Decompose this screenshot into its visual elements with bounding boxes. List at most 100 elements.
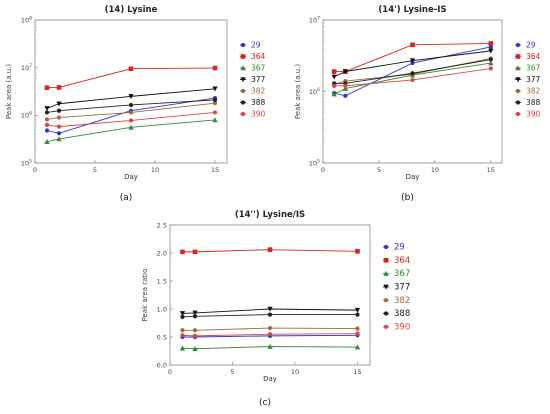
legend-item: 382 — [240, 87, 266, 96]
data-point — [267, 332, 273, 337]
series-29 — [332, 44, 493, 98]
data-point — [410, 77, 415, 83]
legend-marker — [515, 54, 521, 59]
legend-label: 388 — [394, 309, 410, 319]
series-377 — [331, 48, 494, 80]
data-point — [355, 249, 360, 254]
series-line — [182, 249, 358, 253]
data-point — [179, 345, 186, 351]
series-line — [182, 308, 358, 314]
series-377 — [179, 306, 361, 317]
x-axis-label: Day — [263, 375, 277, 383]
data-point — [128, 110, 134, 115]
series-line — [46, 119, 216, 143]
legend-label: 390 — [394, 322, 410, 332]
legend-item: 377 — [240, 75, 266, 84]
data-point — [267, 343, 273, 349]
legend-label: 382 — [526, 87, 541, 96]
x-tick-label: 10 — [431, 166, 439, 174]
data-point — [56, 136, 62, 142]
data-point — [212, 101, 218, 106]
series-line — [334, 68, 491, 87]
data-point — [267, 312, 273, 317]
data-point — [44, 117, 50, 122]
legend-item: 388 — [240, 98, 266, 107]
legend-item: 29 — [515, 41, 536, 50]
legend-item: 388 — [515, 98, 541, 107]
y-tick-base: 10 — [21, 16, 29, 24]
legend-marker — [240, 88, 246, 94]
series-line — [46, 97, 216, 134]
chart-3: (14'') Lysine/IS 0 5 10 15 0.0 0.5 1.0 1.5 2.0 2.5… — [141, 210, 410, 408]
y-tick-base: 10 — [21, 64, 29, 72]
legend-item: 377 — [383, 283, 410, 293]
plot-frame — [34, 19, 228, 164]
legend-marker — [383, 258, 389, 263]
legend-marker — [515, 77, 521, 83]
legend-label: 382 — [251, 87, 266, 96]
legend-label: 367 — [251, 64, 266, 73]
data-point — [56, 115, 62, 120]
panel-caption: (b) — [401, 193, 414, 203]
y-tick-exponent: 6 — [29, 111, 32, 117]
y-tick-label: 106 — [309, 87, 320, 96]
legend-label: 377 — [526, 75, 541, 84]
x-tick-label: 15 — [211, 166, 219, 174]
data-point — [56, 131, 62, 136]
data-point — [128, 94, 134, 100]
data-point — [192, 310, 198, 316]
data-point — [267, 325, 273, 331]
data-point — [354, 344, 361, 350]
series-line — [182, 333, 358, 337]
legend-label: 29 — [394, 243, 405, 253]
legend-item: 367 — [515, 64, 541, 73]
data-point — [44, 122, 50, 127]
series-line — [334, 42, 491, 73]
series-line — [182, 346, 358, 350]
y-tick-base: 10 — [21, 159, 29, 167]
series-line — [46, 111, 216, 128]
data-point — [267, 306, 273, 312]
data-point — [342, 69, 348, 75]
legend-item: 367 — [383, 269, 410, 279]
data-point — [343, 83, 348, 88]
legend-item: 390 — [383, 322, 410, 332]
x-tick-label: 5 — [93, 166, 97, 174]
x-axis-label: Day — [124, 173, 138, 181]
chart-title: (14') Lysine-IS — [378, 5, 446, 15]
y-tick-label: 2.0 — [157, 249, 167, 257]
legend-item: 364 — [515, 52, 541, 61]
x-tick-label: 15 — [487, 166, 495, 174]
y-tick-label: 2.5 — [157, 221, 167, 229]
series-line — [182, 334, 358, 338]
legend-marker — [383, 311, 389, 316]
chart-title: (14'') Lysine/IS — [235, 210, 305, 220]
plot-frame — [169, 224, 371, 366]
legend-label: 388 — [251, 98, 266, 107]
series-367 — [44, 117, 218, 144]
series-367 — [179, 343, 361, 352]
series-line — [333, 50, 491, 78]
series-line — [46, 67, 216, 89]
y-tick-exponent: 7 — [317, 15, 320, 21]
legend-label: 364 — [394, 256, 410, 266]
legend-label: 364 — [251, 52, 266, 61]
x-axis-label: Day — [406, 173, 420, 181]
legend-item: 364 — [240, 52, 266, 61]
data-point — [128, 66, 134, 72]
y-axis-label: Peak area (a.u.) — [294, 64, 302, 120]
y-tick-exponent: 6 — [317, 87, 320, 93]
data-point — [180, 333, 185, 338]
y-tick-exponent: 5 — [29, 158, 32, 164]
legend-item: 382 — [515, 87, 541, 96]
legend-marker — [383, 324, 389, 329]
data-point — [488, 44, 493, 50]
series-line — [334, 46, 491, 97]
y-tick-base: 10 — [309, 88, 317, 96]
legend-item: 382 — [383, 296, 410, 306]
data-point — [410, 42, 415, 48]
data-point — [180, 328, 185, 333]
data-point — [488, 60, 494, 66]
data-point — [488, 57, 493, 62]
